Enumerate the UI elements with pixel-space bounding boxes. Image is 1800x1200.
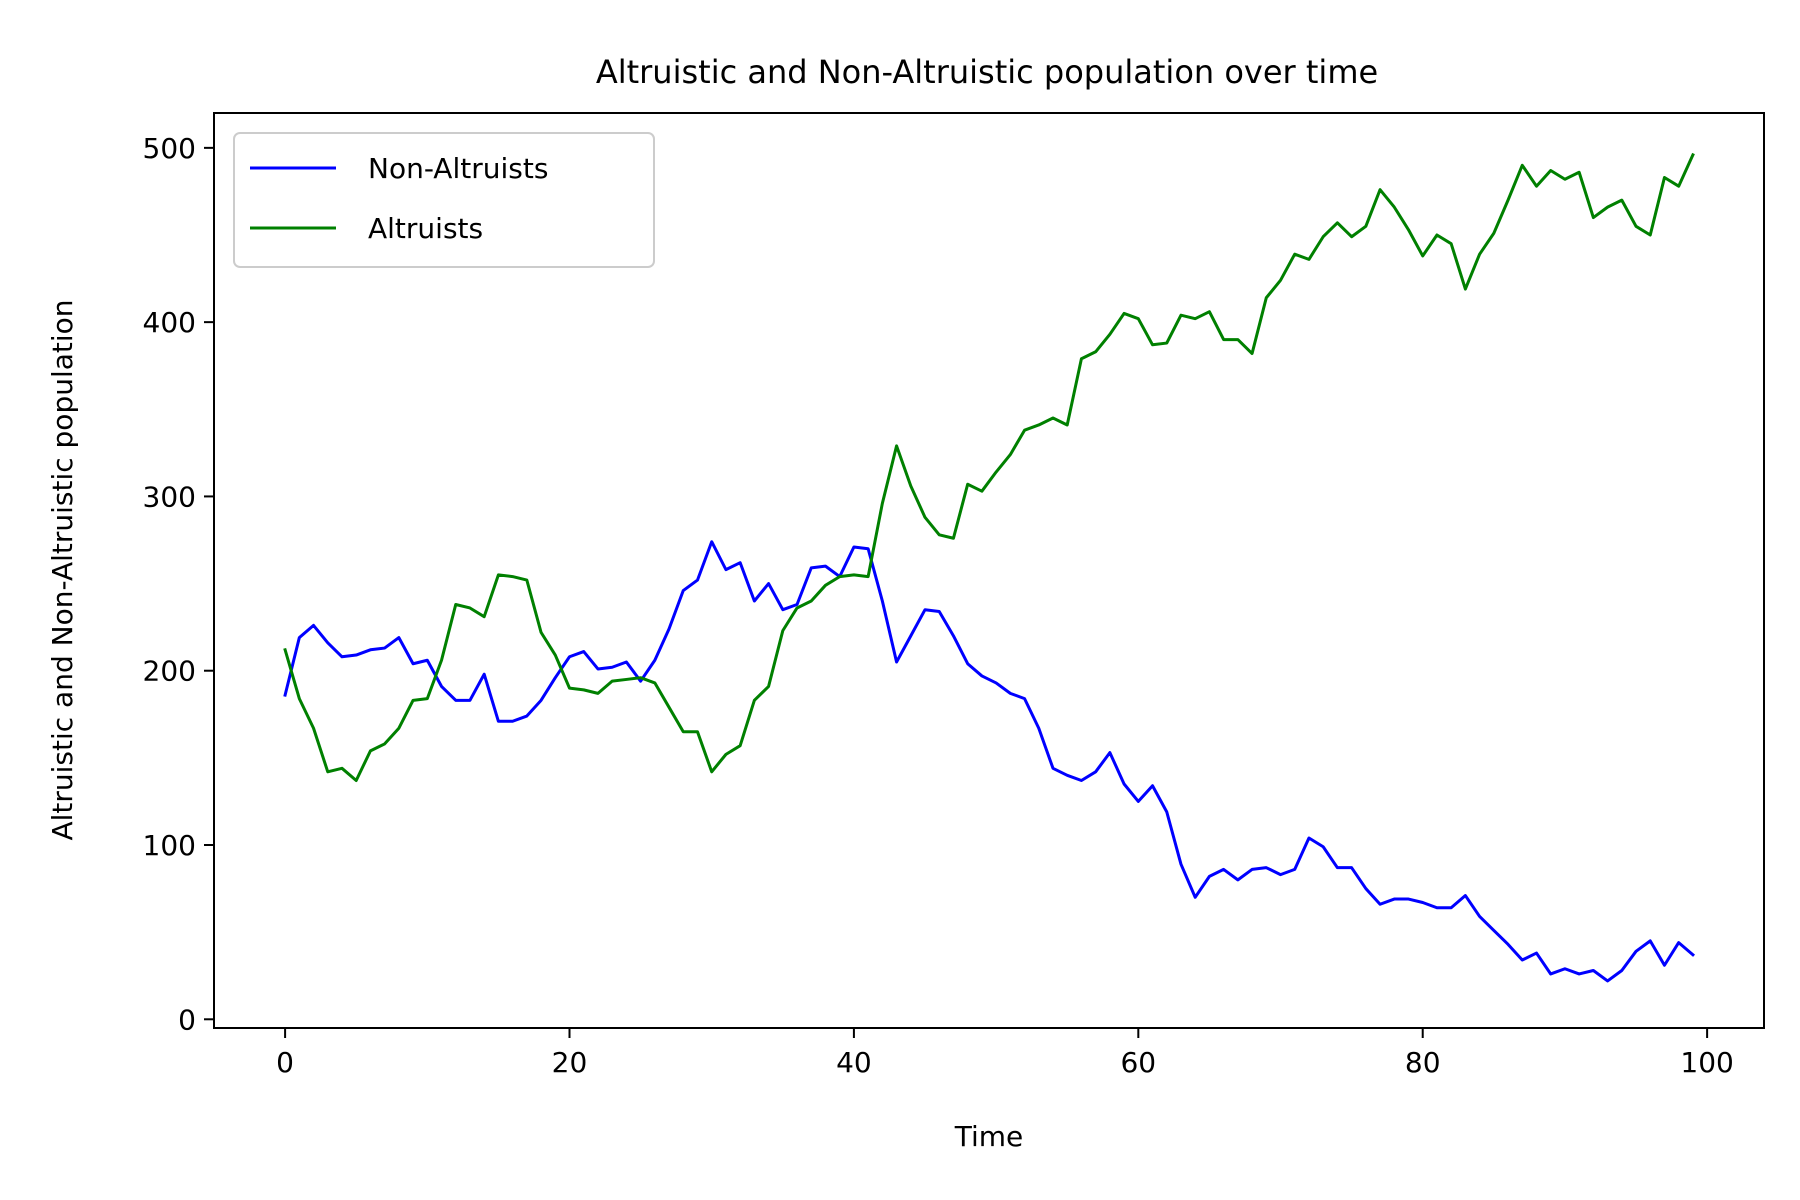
x-tick-label: 100 [1680, 1046, 1733, 1079]
legend: Non-Altruists Altruists [233, 132, 655, 268]
x-axis-ticks: 0 20 40 60 80 100 [276, 1028, 1734, 1079]
x-tick-label: 0 [276, 1046, 294, 1079]
series-line-non-altruists [283, 540, 1696, 983]
legend-label-non-altruists: Non-Altruists [368, 152, 548, 185]
x-tick-label: 80 [1405, 1046, 1441, 1079]
series-line-altruists [283, 152, 1695, 783]
legend-box [233, 132, 655, 268]
legend-label-altruists: Altruists [368, 212, 483, 245]
y-tick-label: 200 [143, 655, 196, 688]
x-axis-label: Time [954, 1120, 1024, 1153]
x-tick-label: 40 [836, 1046, 872, 1079]
y-axis-ticks: 0 100 200 300 400 500 [143, 132, 214, 1036]
y-tick-label: 0 [178, 1003, 196, 1036]
y-tick-label: 400 [143, 306, 196, 339]
x-tick-label: 20 [552, 1046, 588, 1079]
y-tick-label: 500 [143, 132, 196, 165]
y-axis-label: Altruistic and Non-Altruistic population [46, 299, 79, 840]
series-layer [283, 152, 1696, 983]
chart-title: Altruistic and Non-Altruistic population… [596, 53, 1378, 91]
y-tick-label: 300 [143, 480, 196, 513]
plot-frame [213, 112, 1765, 1029]
y-tick-label: 100 [143, 829, 196, 862]
plot-area [213, 112, 1765, 1029]
x-tick-label: 60 [1120, 1046, 1156, 1079]
